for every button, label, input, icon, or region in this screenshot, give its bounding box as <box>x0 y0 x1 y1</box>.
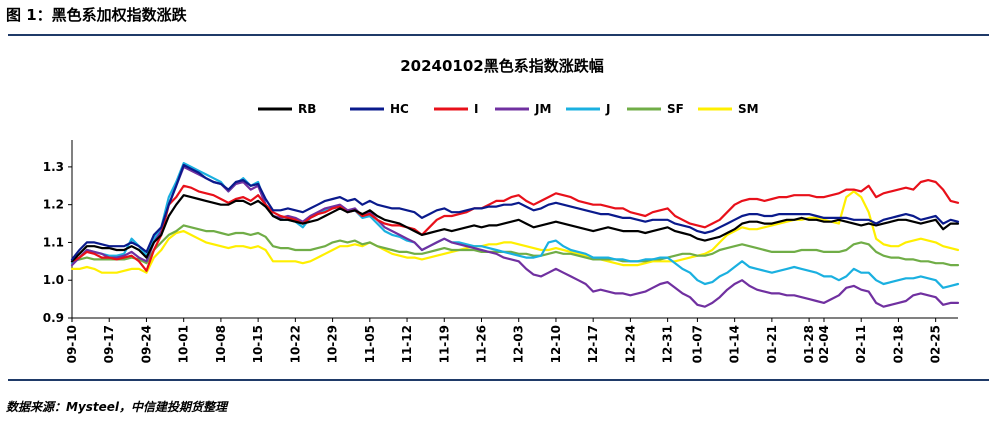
legend-item-jm: JM <box>495 102 551 116</box>
series-line-hc <box>70 163 960 261</box>
x-tick-label: 12-10 <box>549 325 563 363</box>
y-tick-label: 1.1 <box>43 235 64 249</box>
x-tick-label: 01-21 <box>765 325 779 363</box>
x-tick-label: 10-15 <box>251 325 265 363</box>
y-tick-label: 1.0 <box>43 273 64 287</box>
legend-label: SM <box>738 102 759 116</box>
y-tick-label: 1.2 <box>43 198 64 212</box>
series-line-jm <box>70 165 960 308</box>
chart-title: 20240102黑色系指数涨跌幅 <box>400 57 604 75</box>
series-line-j <box>70 161 960 289</box>
x-tick-label: 02-25 <box>929 325 943 363</box>
x-tick-label: 11-26 <box>474 325 488 363</box>
x-tick-label: 01-07 <box>690 325 704 363</box>
legend-label: SF <box>667 102 684 116</box>
x-tick-label: 12-24 <box>623 325 637 363</box>
x-tick-label: 02-11 <box>854 325 868 363</box>
x-tick-label: 09-17 <box>102 325 116 363</box>
series-line-sm <box>70 190 960 274</box>
chart-legend: RB HC I JM J SF SM <box>258 102 759 116</box>
x-tick-label: 11-19 <box>437 325 451 363</box>
series-lines <box>70 161 960 308</box>
x-tick-label: 10-22 <box>288 325 302 363</box>
x-tick-label: 09-10 <box>65 325 79 363</box>
legend-label: HC <box>390 102 409 116</box>
legend-label: J <box>605 102 610 116</box>
x-tick-label: 11-05 <box>363 325 377 363</box>
series-line-sf <box>70 224 960 267</box>
legend-item-rb: RB <box>258 102 316 116</box>
x-tick-label: 09-24 <box>139 325 153 363</box>
line-chart: 20240102黑色系指数涨跌幅 RB HC I JM J SF SM 0.9 1.0 1.1 1… <box>43 57 960 363</box>
x-tick-label: 12-03 <box>512 325 526 363</box>
series-line-i <box>70 179 960 272</box>
legend-label: RB <box>298 102 316 116</box>
x-axis: 09-10 09-17 09-24 10-01 10-08 10-15 10-22 10-29… <box>65 317 958 363</box>
bottom-divider <box>8 379 989 381</box>
x-tick-label: 02-18 <box>891 325 905 363</box>
y-tick-label: 0.9 <box>43 311 64 325</box>
x-tick-label: 02-04 <box>817 325 831 363</box>
legend-item-j: J <box>566 102 610 116</box>
legend-item-sm: SM <box>698 102 759 116</box>
legend-item-hc: HC <box>350 102 409 116</box>
x-tick-label: 11-12 <box>400 325 414 363</box>
legend-label: JM <box>534 102 551 116</box>
x-tick-label: 10-01 <box>177 325 191 363</box>
top-divider <box>8 34 989 36</box>
legend-label: I <box>474 102 478 116</box>
x-tick-label: 01-28 <box>802 325 816 363</box>
x-tick-label: 12-31 <box>661 325 675 363</box>
legend-item-i: I <box>434 102 478 116</box>
y-tick-label: 1.3 <box>43 160 64 174</box>
y-axis: 0.9 1.0 1.1 1.2 1.3 <box>43 140 73 325</box>
figure-title: 图 1：黑色系加权指数涨跌 <box>6 6 187 24</box>
x-tick-label: 01-14 <box>728 325 742 363</box>
series-line-rb <box>70 194 960 263</box>
x-tick-label: 10-29 <box>326 325 340 363</box>
source-note: 数据来源：Mysteel，中信建投期货整理 <box>6 400 228 414</box>
x-tick-label: 10-08 <box>214 325 228 363</box>
legend-item-sf: SF <box>627 102 684 116</box>
x-tick-label: 12-17 <box>586 325 600 363</box>
